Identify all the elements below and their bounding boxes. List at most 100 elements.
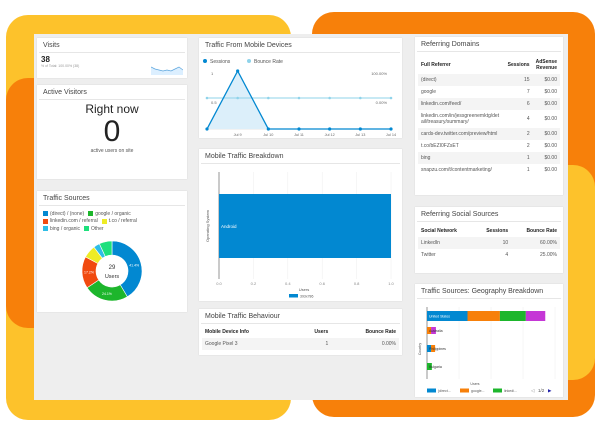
col-header: Full Referrer — [421, 62, 451, 68]
cell: 6 — [526, 101, 530, 107]
visits-subtext: % of Total: 100.00% (38) — [41, 64, 80, 68]
donut-center-value: 29 — [109, 265, 116, 271]
bar-segment — [427, 327, 432, 334]
y-axis-label: Country — [418, 343, 422, 356]
widget-title: Traffic Sources: Geography Breakdown — [417, 284, 561, 299]
bar-category-label: Android — [221, 224, 237, 229]
cell: t.co/bEZI0FZsET — [421, 143, 459, 149]
bar-segment — [467, 311, 500, 321]
legend-label: bing / organic — [50, 225, 81, 232]
legend-label: Bounce Rate — [254, 59, 283, 65]
legend-item[interactable]: linkedin.com / referral — [43, 218, 98, 224]
legend-item[interactable]: (direct) / (none) — [43, 211, 84, 217]
cell: 1 — [325, 341, 329, 347]
x-tick-label: Jul 11 — [294, 133, 304, 137]
col-header: Social Network — [421, 228, 457, 234]
social-sources-widget: Referring Social Sources Social Network S… — [415, 207, 563, 273]
slice-label: 24.1% — [102, 292, 112, 296]
bar-segment — [499, 311, 526, 321]
legend-label: google... — [471, 389, 484, 393]
legend-swatch — [88, 211, 94, 216]
cell: 2 — [526, 143, 530, 149]
legend-item[interactable]: bing / organic — [43, 226, 80, 232]
legend-item[interactable]: google / organic — [88, 211, 131, 217]
bar-category-label: Philippines — [429, 347, 446, 351]
table-row: linkedin.com/feed/6 $0.00 — [418, 98, 560, 110]
col-header: AdSense Revenue — [535, 59, 557, 71]
legend-swatch — [43, 218, 48, 224]
legend-swatch — [493, 388, 502, 393]
active-count: 0 — [103, 115, 121, 148]
geography-widget: Traffic Sources: Geography Breakdown ◁ 1… — [415, 284, 563, 397]
pie-legend: (direct) / (none) google / organic linkedi… — [37, 206, 187, 232]
table-row: Twitter 4 25.00% — [418, 249, 560, 261]
visits-sparkline — [151, 66, 183, 75]
col-header: Sessions — [486, 228, 509, 234]
legend-swatch — [43, 226, 48, 231]
x-tick-label: 0.4 — [285, 281, 291, 286]
col-header: Bounce Rate — [365, 329, 396, 335]
widget-title: Referring Domains — [417, 37, 561, 52]
table-row: LinkedIn 10 60.00% — [418, 237, 560, 249]
y-tick-left: 1 — [211, 71, 214, 76]
legend-label: Other — [91, 225, 104, 232]
cell: snapzu.com/t/contentmarketing/ — [421, 167, 492, 173]
traffic-sources-widget: Traffic Sources (direct) / (none) google … — [37, 191, 187, 312]
cell: 60.00% — [540, 240, 557, 246]
cell: 1 — [526, 167, 530, 173]
y-axis-label: Operating System — [205, 209, 210, 242]
legend-swatch — [460, 388, 469, 393]
legend-item[interactable]: Other — [84, 226, 104, 232]
legend-label: (direct... — [438, 389, 451, 393]
widget-title: Referring Social Sources — [417, 207, 561, 222]
donut-center-label: Users — [105, 274, 120, 280]
x-axis-label: Users — [299, 287, 309, 292]
sessions-point — [266, 127, 270, 131]
mobile-breakdown-bar-chart: 0.0 0.2 0.4 0.6 0.8 1.0 Android Operating Syste… — [205, 172, 395, 299]
x-tick-label: Jul 13 — [355, 133, 365, 137]
legend-label: linkedin.com / referral — [50, 218, 98, 224]
sessions-point — [205, 127, 209, 131]
x-tick-label: Jul 12 — [325, 133, 335, 137]
bar-segment — [525, 311, 546, 321]
table-row: Google Pixel 3 1 0.00% — [202, 338, 399, 350]
y-tick-left: 0.5 — [211, 100, 217, 105]
cell: $0.00 — [544, 131, 557, 137]
x-tick-label: Jul 10 — [263, 133, 273, 137]
cell: 2 — [526, 131, 530, 137]
cell: 1 — [526, 155, 530, 161]
legend-item[interactable]: t.co / referral — [101, 218, 137, 224]
legend-swatch — [427, 388, 436, 393]
table-row: cards-dev.twitter.com/preview/html 2 $0.00 — [418, 128, 560, 140]
cell: $0.00 — [544, 89, 557, 95]
x-axis-label: Users — [470, 382, 479, 386]
active-caption: active users on site — [90, 148, 134, 154]
widget-title: Mobile Traffic Breakdown — [201, 149, 400, 164]
cell: $0.00 — [544, 155, 557, 161]
bar-segment — [431, 345, 436, 352]
mobile-breakdown-widget: Mobile Traffic Breakdown 0.0 0.2 0.4 0.6 0.8… — [199, 149, 402, 301]
table-row: snapzu.com/t/contentmarketing/1 $0.00 — [418, 164, 560, 176]
cell: $0.00 — [544, 167, 557, 173]
bar-category-label: United States — [429, 315, 450, 319]
legend-pager[interactable]: 1/2 — [538, 388, 545, 393]
table-row: t.co/bEZI0FZsET 2 $0.00 — [418, 140, 560, 152]
cell: linkedin.com/in/jessgreenemktg/detail/tr… — [421, 113, 500, 125]
visits-widget: Visits 38 % of Total: 100.00% (38) — [37, 38, 187, 78]
x-tick-label: 0.8 — [354, 281, 360, 286]
legend-label: google / organic — [95, 210, 131, 217]
x-tick-label: 1.0 — [388, 281, 394, 286]
pie-slice — [98, 240, 113, 257]
next-page-icon[interactable]: ▶ — [548, 388, 552, 393]
bounce-rate-point — [297, 96, 301, 100]
cell: $0.00 — [544, 116, 557, 122]
prev-page-icon[interactable]: ◁ — [531, 388, 535, 393]
legend-swatch — [101, 218, 107, 224]
cell: 25.00% — [540, 252, 557, 258]
cell: 0.00% — [381, 341, 396, 347]
bounce-rate-point — [205, 96, 209, 100]
cell: 4 — [505, 252, 509, 258]
col-header: Bounce Rate — [526, 228, 557, 234]
sessions-point — [236, 69, 240, 73]
bounce-rate-point — [328, 96, 331, 100]
